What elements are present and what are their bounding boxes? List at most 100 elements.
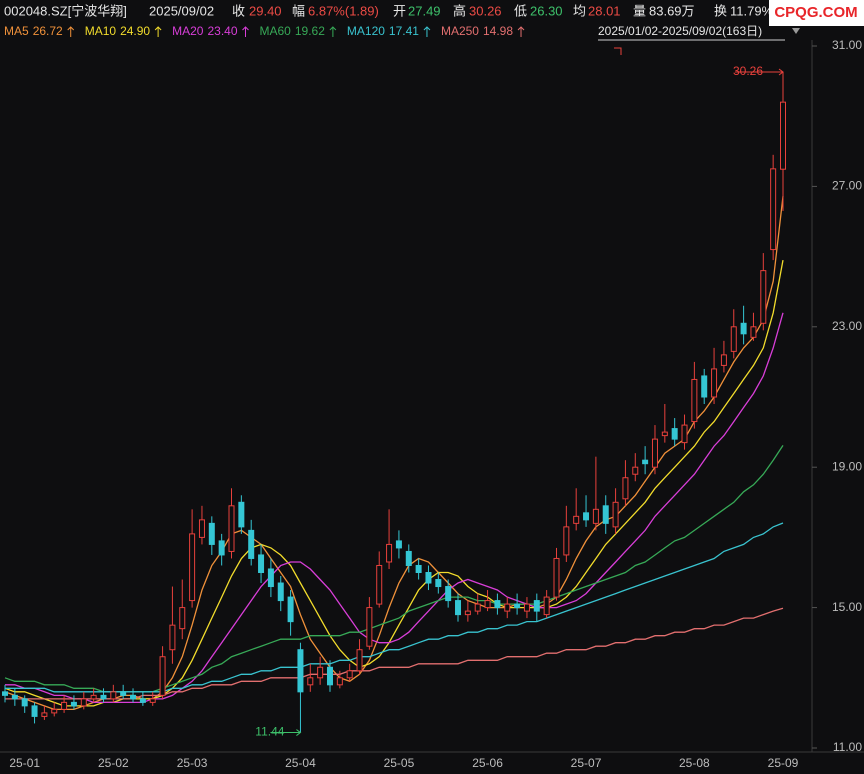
watermark-box — [769, 0, 864, 26]
candle-body — [346, 670, 353, 679]
plot: 30.26 11.44 — [2, 64, 786, 739]
legend-value: 14.98 — [483, 24, 513, 38]
y-tick-label: 15.00 — [832, 600, 862, 614]
candle-body — [297, 649, 304, 693]
candle-body — [326, 666, 333, 686]
candle-body — [612, 501, 619, 528]
candle-body — [514, 603, 521, 609]
candle-body — [464, 610, 471, 616]
candle-body — [139, 698, 146, 703]
candle-body — [573, 515, 580, 524]
candle-body — [533, 600, 540, 612]
candle-body — [671, 428, 678, 440]
candle-body — [130, 694, 137, 700]
candle-body — [395, 540, 402, 549]
annotation-arrow — [270, 729, 302, 736]
candle-body — [504, 603, 511, 612]
candle-body — [228, 505, 235, 552]
candle-body — [90, 694, 97, 700]
legend-arrow — [423, 26, 431, 37]
legend-arrow — [242, 26, 249, 37]
legend-value: 24.90 — [120, 24, 150, 38]
watermark: CPQG.COM — [774, 4, 857, 21]
stock-code: 002048.SZ[宁波华翔] — [4, 3, 127, 18]
high-value: 30.26 — [469, 3, 502, 18]
label: 幅 — [292, 3, 305, 18]
candle-body — [11, 694, 18, 700]
candle-body — [258, 554, 265, 574]
candle-body — [110, 691, 117, 700]
legend-name: MA120 — [347, 24, 385, 38]
candle-body — [592, 508, 599, 524]
candle-body — [41, 712, 48, 717]
legend: MA5 26.72 MA10 24.90 MA20 23.40 MA60 19.62 MA120… — [4, 24, 525, 38]
y-axis: 31.00 27.00 23.00 19.00 15.00 11.00 25-01 25-02… — [0, 38, 864, 770]
x-tick-label: 25-07 — [571, 756, 602, 770]
candle-body — [317, 666, 324, 679]
candle-body — [238, 501, 245, 528]
candle-body — [70, 701, 77, 707]
candle-body — [583, 512, 590, 521]
candle-body — [435, 579, 442, 588]
ma-line — [5, 312, 784, 704]
legend-name: MA250 — [441, 24, 479, 38]
candle-body — [445, 586, 452, 602]
candle-body — [120, 691, 127, 696]
candle-body — [681, 424, 688, 444]
candle-body — [523, 603, 530, 612]
y-tick-label: 27.00 — [832, 179, 862, 193]
change-value: 6.87%(1.89) — [308, 3, 379, 18]
label: 收 — [232, 3, 245, 18]
y-tick-label: 11.00 — [833, 740, 862, 754]
turnover-value: 11.79% — [730, 3, 774, 18]
candle-body — [622, 477, 629, 500]
candle-body — [770, 168, 777, 251]
candle-body — [563, 526, 570, 556]
candle-body — [730, 326, 737, 352]
x-tick-label: 25-03 — [177, 756, 208, 770]
date-range[interactable]: 2025/01/02-2025/09/02(163日) — [598, 24, 762, 38]
candle-body — [21, 698, 28, 707]
label: 换 — [714, 3, 727, 18]
candle-body — [474, 603, 481, 612]
candle-body — [169, 624, 176, 651]
x-tick-label: 25-04 — [285, 756, 316, 770]
candle-body — [750, 326, 757, 338]
candle-body — [198, 519, 205, 538]
candle-body — [415, 564, 422, 573]
candle-body — [651, 438, 658, 468]
candle-body — [780, 101, 786, 170]
volume-value: 83.69万 — [649, 3, 695, 18]
x-tick-label: 25-09 — [768, 756, 799, 770]
dropdown-icon[interactable] — [792, 28, 800, 34]
high-annotation: 30.26 — [733, 64, 763, 78]
candle-body — [356, 649, 363, 672]
x-tick-label: 25-08 — [679, 756, 710, 770]
candle-body — [51, 708, 58, 714]
candle-body — [691, 378, 698, 423]
candle-body — [208, 522, 215, 545]
quote-header: 002048.SZ[宁波华翔] 2025/09/02 收 29.40 幅 6.8… — [4, 0, 864, 55]
candle-body — [543, 596, 550, 616]
candle-body — [61, 701, 68, 710]
legend-arrow — [329, 26, 337, 37]
label: 量 — [633, 3, 646, 18]
x-tick-label: 25-06 — [472, 756, 503, 770]
legend-name: MA20 — [172, 24, 204, 38]
candle-body — [80, 698, 87, 707]
candle-body — [553, 557, 560, 598]
open-value: 27.49 — [408, 3, 441, 18]
candle-body — [484, 600, 491, 609]
candle-body — [602, 505, 609, 524]
candle-body — [425, 572, 432, 584]
date: 2025/09/02 — [149, 3, 214, 18]
avg-value: 28.01 — [588, 3, 621, 18]
x-tick-label: 25-02 — [98, 756, 129, 770]
candle-body — [189, 533, 196, 602]
legend-value: 23.40 — [207, 24, 237, 38]
label: 低 — [514, 3, 527, 18]
candle-body — [100, 694, 107, 700]
candle-body — [632, 466, 639, 475]
candle-body — [701, 375, 708, 398]
